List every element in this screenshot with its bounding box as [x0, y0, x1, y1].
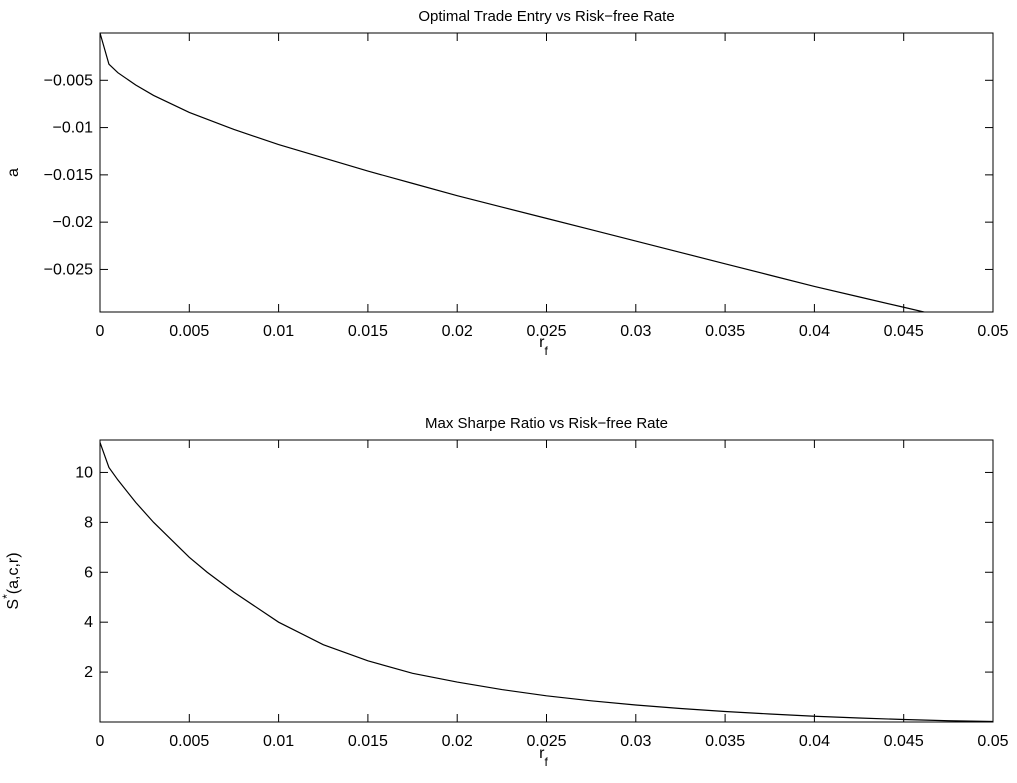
x-tick-label: 0.045 [884, 323, 924, 340]
y-axis-label: a [5, 168, 22, 177]
x-tick-label: 0.05 [977, 733, 1008, 750]
chart-title: Optimal Trade Entry vs Risk−free Rate [418, 8, 674, 25]
plot-frame [99, 32, 994, 313]
x-tick-label: 0.04 [799, 323, 830, 340]
y-tick-label: 8 [84, 514, 93, 531]
y-axis-label: S*(a,c,r) [0, 552, 22, 609]
x-tick-label: 0.04 [799, 733, 830, 750]
x-tick-label: 0.005 [169, 733, 209, 750]
series-line [100, 33, 927, 312]
chart-trade-entry: Optimal Trade Entry vs Risk−free Rate 0 0.… [5, 8, 1009, 358]
x-tick-label: 0.035 [705, 733, 745, 750]
x-tick-label: 0.025 [526, 323, 566, 340]
x-axis-label-subscript: f [544, 755, 548, 769]
x-tick-label: 0.015 [348, 323, 388, 340]
x-tick-label: 0.015 [348, 733, 388, 750]
y-tick-label: 10 [75, 464, 93, 481]
x-tick-label: 0.035 [705, 323, 745, 340]
y-tick-label: −0.015 [44, 167, 93, 184]
y-tick-label: 6 [84, 564, 93, 581]
x-tick-label: 0.025 [526, 733, 566, 750]
x-axis-label: rf [539, 745, 548, 769]
x-tick-label: 0.005 [169, 323, 209, 340]
x-axis-label-main: r [539, 334, 545, 351]
plot-frame [99, 439, 994, 723]
x-tick-label: 0.045 [884, 733, 924, 750]
series-line [100, 442, 993, 722]
x-tick-label: 0.02 [442, 733, 473, 750]
y-axis-label-main: S [5, 599, 22, 610]
x-tick-label: 0.03 [620, 323, 651, 340]
y-tick-label: −0.02 [53, 214, 94, 231]
y-axis-label-rest: (a,c,r) [5, 552, 22, 594]
y-axis-label-superscript: * [0, 594, 14, 599]
y-axis-label-main: a [5, 168, 22, 177]
chart-title: Max Sharpe Ratio vs Risk−free Rate [425, 415, 668, 432]
x-tick-label: 0.01 [263, 323, 294, 340]
x-axis-label-subscript: f [544, 344, 548, 358]
x-tick-label: 0 [96, 733, 105, 750]
x-tick-label: 0.02 [442, 323, 473, 340]
y-tick-label: −0.005 [44, 72, 93, 89]
x-axis-label-main: r [539, 745, 545, 762]
x-axis-label: rf [539, 334, 548, 358]
y-tick-label: 4 [84, 614, 93, 631]
y-tick-label: 2 [84, 664, 93, 681]
x-tick-label: 0.03 [620, 733, 651, 750]
x-tick-label: 0.01 [263, 733, 294, 750]
y-tick-label: −0.01 [53, 120, 94, 137]
x-tick-label: 0 [96, 323, 105, 340]
x-tick-label: 0.05 [977, 323, 1008, 340]
chart-sharpe-ratio: Max Sharpe Ratio vs Risk−free Rate 0 0.005… [0, 415, 1009, 769]
y-tick-label: −0.025 [44, 261, 93, 278]
